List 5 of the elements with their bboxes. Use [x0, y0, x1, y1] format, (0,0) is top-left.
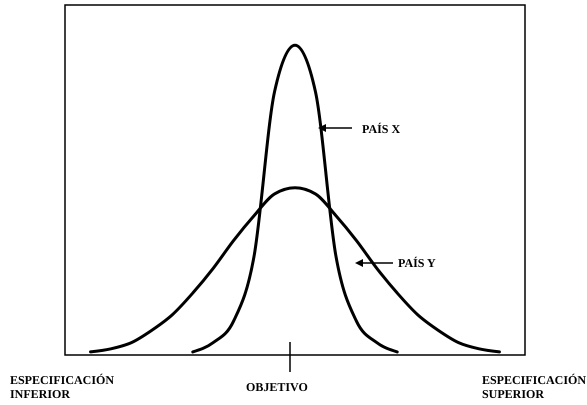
text: ESPECIFICACIÓN SUPERIOR — [482, 373, 586, 401]
legend-label: PAÍS X — [362, 122, 400, 136]
legend-label: PAÍS Y — [398, 256, 436, 270]
text: ESPECIFICACIÓN INFERIOR — [10, 373, 115, 401]
text: OBJETIVO — [246, 380, 309, 394]
